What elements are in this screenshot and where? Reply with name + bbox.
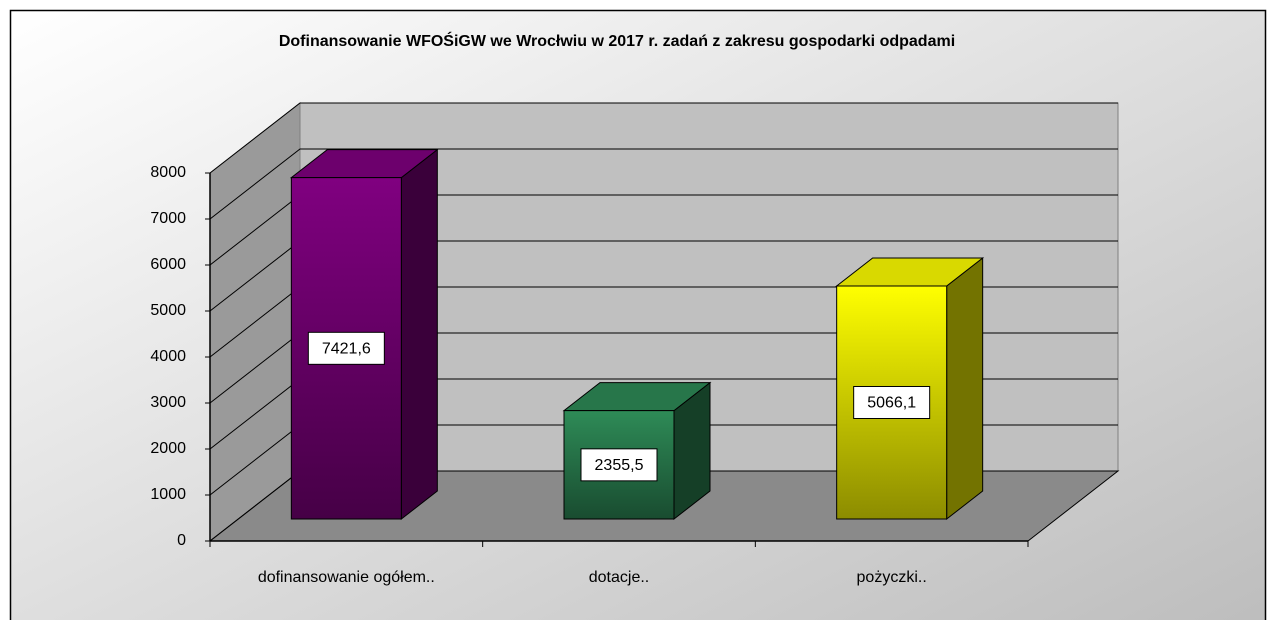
value-label-box bbox=[307, 331, 385, 365]
value-label-box bbox=[580, 448, 658, 482]
plot-area: 0 1000 2000 3000 4000 5000 6000 7000 8000 7421,6 d… bbox=[150, 101, 1120, 586]
y-tick-label: 0 bbox=[177, 532, 186, 549]
y-tick-label: 4000 bbox=[150, 348, 186, 365]
chart-border bbox=[9, 9, 1267, 620]
x-tick-label: dofinansowanie ogółem.. bbox=[258, 569, 435, 586]
grid-line bbox=[209, 148, 1118, 220]
y-tick-label: 7000 bbox=[150, 210, 186, 227]
y-tick-label: 1000 bbox=[150, 486, 186, 503]
x-tick-label: pożyczki.. bbox=[857, 569, 927, 586]
bar-side bbox=[946, 256, 984, 521]
y-tick-label: 8000 bbox=[150, 164, 186, 181]
grid-line bbox=[209, 102, 1118, 174]
value-label-box bbox=[853, 385, 931, 419]
y-tick-label: 3000 bbox=[150, 394, 186, 411]
y-tick-label: 6000 bbox=[150, 256, 186, 273]
value-label: 5066,1 bbox=[867, 395, 916, 412]
y-tick-label: 5000 bbox=[150, 302, 186, 319]
bar-side bbox=[400, 148, 438, 521]
chart-title: Dofinansowanie WFOŚiGW we Wrocłwiu w 201… bbox=[279, 31, 955, 50]
x-tick-label: dotacje.. bbox=[589, 569, 649, 586]
y-tick-label: 2000 bbox=[150, 440, 186, 457]
value-label: 7421,6 bbox=[322, 341, 371, 358]
value-label: 2355,5 bbox=[595, 457, 644, 474]
